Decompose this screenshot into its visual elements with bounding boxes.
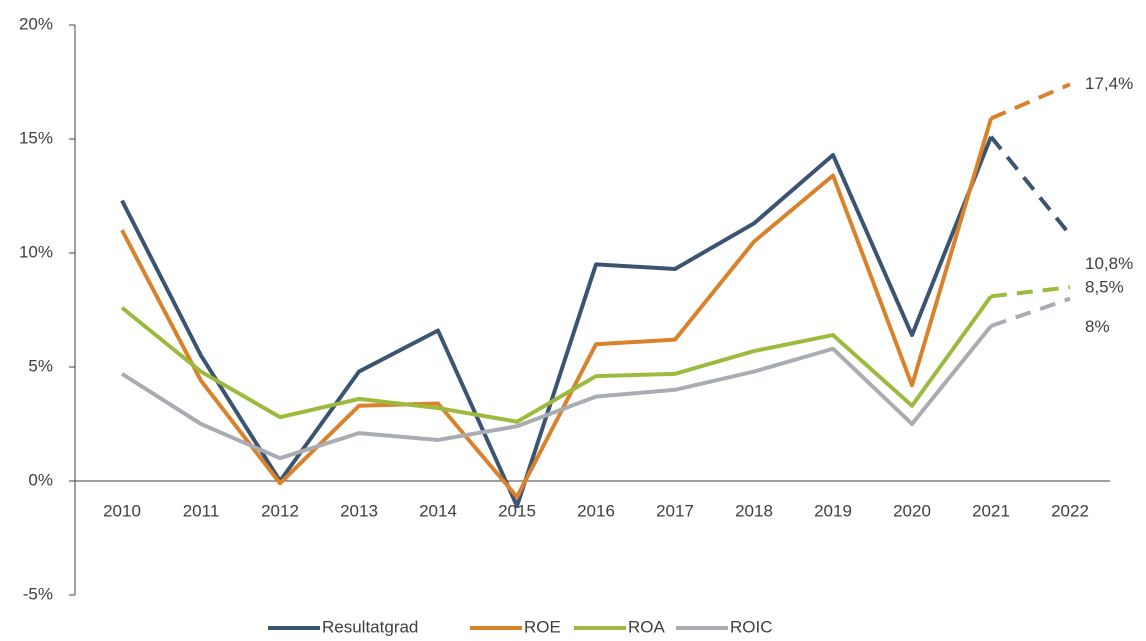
x-tick-label: 2021 bbox=[972, 501, 1010, 520]
y-tick-label: 0% bbox=[28, 470, 53, 489]
y-tick-label: -5% bbox=[23, 584, 53, 603]
legend-label: Resultatgrad bbox=[322, 617, 418, 636]
legend-label: ROA bbox=[628, 617, 666, 636]
x-tick-label: 2018 bbox=[735, 501, 773, 520]
x-tick-label: 2014 bbox=[419, 501, 457, 520]
x-tick-label: 2013 bbox=[340, 501, 378, 520]
legend-label: ROIC bbox=[730, 617, 773, 636]
legend-label: ROE bbox=[524, 617, 561, 636]
value-label: 8,5% bbox=[1085, 278, 1124, 297]
x-tick-label: 2010 bbox=[103, 501, 141, 520]
x-tick-label: 2020 bbox=[893, 501, 931, 520]
y-tick-label: 10% bbox=[19, 242, 53, 261]
x-tick-label: 2011 bbox=[183, 501, 220, 520]
x-tick-label: 2016 bbox=[577, 501, 615, 520]
series-line bbox=[120, 295, 993, 424]
series-line-dashed bbox=[989, 135, 1072, 237]
y-tick-label: 5% bbox=[28, 356, 53, 375]
series-line-dashed bbox=[990, 82, 1071, 121]
series-line-dashed bbox=[990, 296, 1071, 328]
x-tick-label: 2019 bbox=[814, 501, 852, 520]
x-tick-label: 2017 bbox=[656, 501, 694, 520]
x-tick-label: 2022 bbox=[1051, 501, 1089, 520]
series-line bbox=[120, 135, 993, 509]
y-tick-label: 15% bbox=[19, 128, 53, 147]
series-line bbox=[120, 117, 993, 499]
y-tick-label: 20% bbox=[19, 14, 53, 33]
series-line bbox=[120, 324, 993, 461]
x-tick-label: 2015 bbox=[498, 501, 536, 520]
value-label: 8% bbox=[1085, 317, 1110, 336]
series-line-dashed bbox=[990, 285, 1071, 299]
value-label: 17,4% bbox=[1085, 74, 1133, 93]
value-label: 10,8% bbox=[1085, 254, 1133, 273]
x-tick-label: 2012 bbox=[261, 501, 299, 520]
